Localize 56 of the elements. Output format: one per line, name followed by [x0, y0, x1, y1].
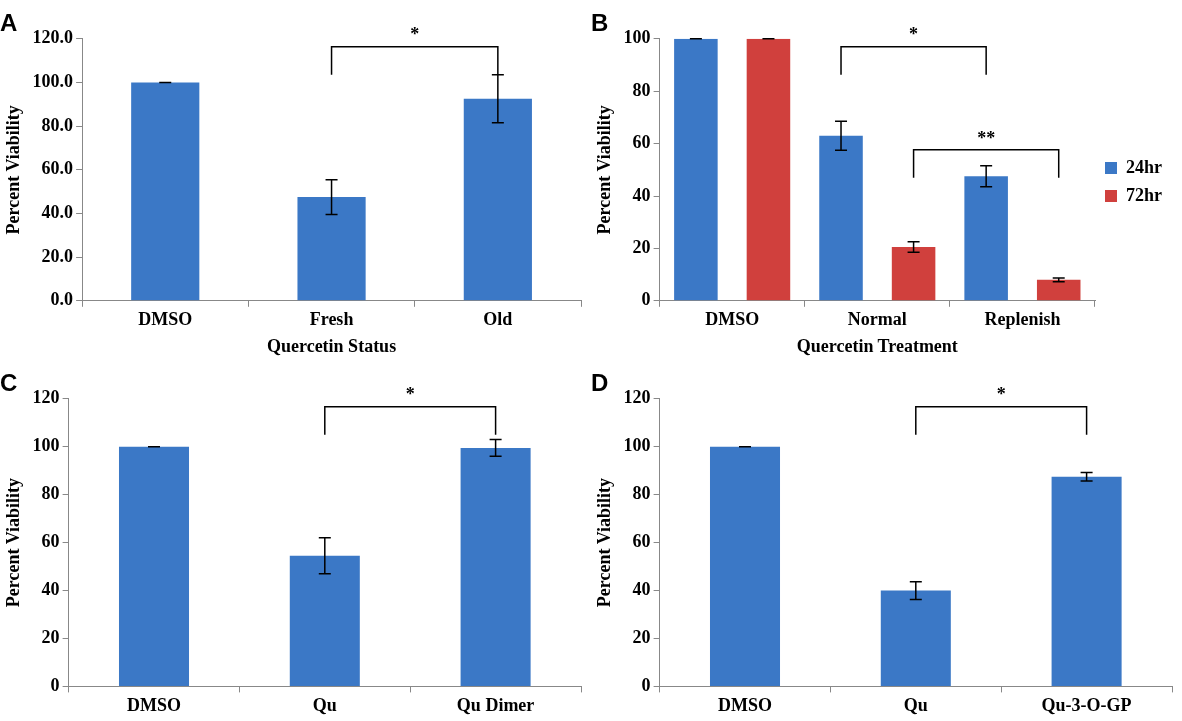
x-tick-label: Normal	[847, 309, 907, 330]
x-tick-label: Qu	[312, 694, 337, 715]
annotation: *	[410, 24, 420, 45]
y-tick-label: 20.0	[41, 245, 74, 266]
annotation: **	[977, 127, 996, 148]
x-tick-label: Fresh	[309, 309, 354, 330]
y-tick-label: 0	[50, 675, 60, 696]
chart-title: D	[591, 369, 609, 397]
y-tick-label: 0	[641, 675, 651, 696]
annotation: *	[996, 384, 1006, 405]
y-tick-label: 60	[632, 132, 651, 153]
x-tick-label: DMSO	[127, 694, 181, 715]
x-tick-label: Old	[483, 309, 513, 330]
y-axis-title: Percent Viability	[3, 105, 24, 235]
y-tick-label: 80.0	[41, 114, 74, 135]
legend-label: 72hr	[1126, 184, 1163, 205]
x-tick-label: Replenish	[984, 309, 1061, 330]
x-tick-label: DMSO	[718, 694, 772, 715]
y-tick-label: 120	[32, 387, 60, 408]
y-tick-label: 40	[632, 579, 651, 600]
chart-title: B	[591, 9, 609, 37]
y-tick-label: 100	[623, 27, 651, 48]
y-tick-label: 20	[41, 627, 60, 648]
y-tick-label: 80	[632, 483, 651, 504]
y-tick-label: 60.0	[41, 158, 74, 179]
y-tick-label: 20	[632, 237, 651, 258]
x-tick-label: DMSO	[138, 309, 193, 330]
y-tick-label: 120.0	[32, 27, 74, 48]
x-tick-label: Qu-3-O-GP	[1041, 694, 1132, 715]
y-tick-label: 80	[41, 483, 60, 504]
y-tick-label: 60	[632, 531, 651, 552]
y-tick-label: 80	[632, 79, 651, 100]
y-tick-label: 100	[623, 435, 651, 456]
annotation: *	[405, 384, 415, 405]
y-tick-label: 0	[641, 289, 651, 310]
legend-label: 24hr	[1126, 156, 1163, 177]
y-tick-label: 0.0	[50, 289, 74, 310]
y-axis-title: Percent Viability	[594, 105, 615, 235]
chart-title: A	[0, 9, 18, 37]
x-axis-title: Quercetin Status	[266, 335, 397, 356]
chart-title: C	[0, 369, 18, 397]
x-tick-label: Qu	[903, 694, 928, 715]
y-tick-label: 100	[32, 435, 60, 456]
y-axis-title: Percent Viability	[3, 478, 24, 608]
x-tick-label: DMSO	[705, 309, 760, 330]
x-tick-label: Qu Dimer	[456, 694, 535, 715]
y-tick-label: 60	[41, 531, 60, 552]
x-axis-title: Quercetin Treatment	[796, 335, 958, 356]
y-axis-title: Percent Viability	[594, 478, 615, 608]
y-tick-label: 40	[632, 184, 651, 205]
y-tick-label: 100.0	[32, 71, 74, 92]
annotation: *	[909, 24, 919, 45]
y-tick-label: 40	[41, 579, 60, 600]
y-tick-label: 40.0	[41, 202, 74, 223]
y-tick-label: 20	[632, 627, 651, 648]
y-tick-label: 120	[623, 387, 651, 408]
